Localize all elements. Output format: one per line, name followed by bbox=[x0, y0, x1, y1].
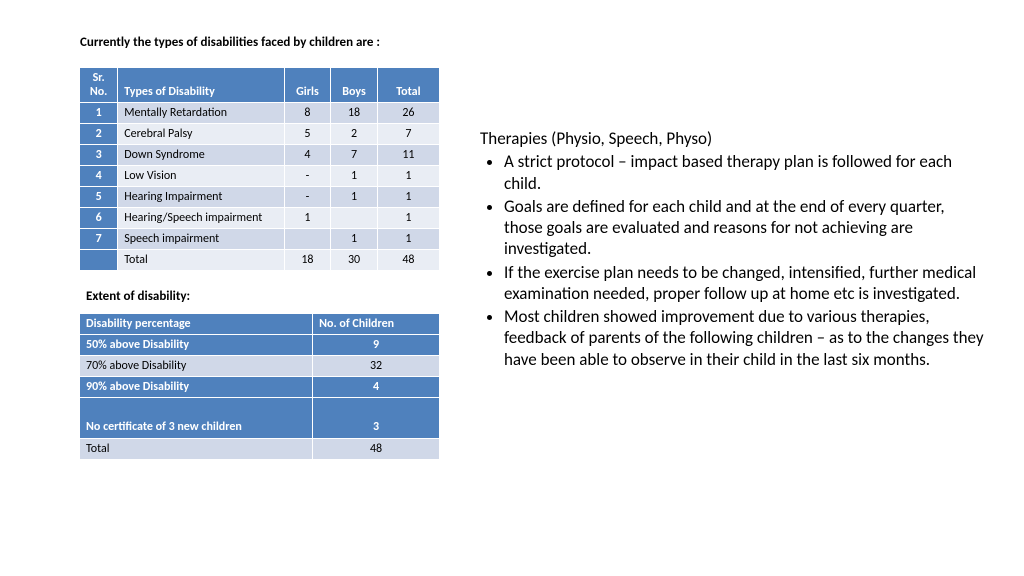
table-cell: 2 bbox=[331, 124, 378, 145]
table-cell: 2 bbox=[80, 124, 118, 145]
table-row: 70% above Disability32 bbox=[80, 356, 440, 377]
table-cell: 11 bbox=[377, 145, 439, 166]
table-cell: 5 bbox=[80, 187, 118, 208]
table-cell: 1 bbox=[377, 166, 439, 187]
col-sr-no: Sr. No. bbox=[80, 68, 118, 103]
table-cell: 5 bbox=[284, 124, 331, 145]
list-item: A strict protocol – impact based therapy… bbox=[504, 151, 984, 194]
table-cell: 32 bbox=[313, 356, 440, 377]
disability-extent-table: Disability percentage No. of Children 50… bbox=[80, 314, 440, 460]
table-cell: No certificate of 3 new children bbox=[80, 398, 313, 439]
table-header-row: Disability percentage No. of Children bbox=[80, 314, 440, 335]
table-cell: 48 bbox=[313, 439, 440, 460]
table-cell: 18 bbox=[331, 103, 378, 124]
table-cell: 6 bbox=[80, 208, 118, 229]
table-cell: 9 bbox=[313, 335, 440, 356]
table-cell: 70% above Disability bbox=[80, 356, 313, 377]
table-row: Total183048 bbox=[80, 250, 440, 271]
col-boys: Boys bbox=[331, 68, 378, 103]
table-row: 2Cerebral Palsy527 bbox=[80, 124, 440, 145]
table-cell: 7 bbox=[80, 229, 118, 250]
table-cell: 4 bbox=[80, 166, 118, 187]
col-children: No. of Children bbox=[313, 314, 440, 335]
table-cell bbox=[284, 229, 331, 250]
columns: Sr. No. Types of Disability Girls Boys T… bbox=[80, 68, 984, 460]
page-heading: Currently the types of disabilities face… bbox=[80, 35, 984, 50]
table-cell: 1 bbox=[377, 229, 439, 250]
col-total: Total bbox=[377, 68, 439, 103]
list-item: Most children showed improvement due to … bbox=[504, 306, 984, 370]
disability-types-table: Sr. No. Types of Disability Girls Boys T… bbox=[80, 68, 440, 271]
table-row: 7Speech impairment 11 bbox=[80, 229, 440, 250]
table-row: 1Mentally Retardation81826 bbox=[80, 103, 440, 124]
table-cell: Hearing/Speech impairment bbox=[118, 208, 284, 229]
table-cell: 1 bbox=[331, 187, 378, 208]
table-row: Total48 bbox=[80, 439, 440, 460]
table-cell: - bbox=[284, 187, 331, 208]
table-cell: 1 bbox=[80, 103, 118, 124]
table-cell: Total bbox=[80, 439, 313, 460]
table-cell: 50% above Disability bbox=[80, 335, 313, 356]
table-cell: 3 bbox=[80, 145, 118, 166]
table-cell: 1 bbox=[377, 187, 439, 208]
page: Currently the types of disabilities face… bbox=[0, 0, 1024, 576]
table-cell: 7 bbox=[377, 124, 439, 145]
table-row: 5Hearing Impairment-11 bbox=[80, 187, 440, 208]
table-cell: 48 bbox=[377, 250, 439, 271]
table-header-row: Sr. No. Types of Disability Girls Boys T… bbox=[80, 68, 440, 103]
table-cell: 30 bbox=[331, 250, 378, 271]
table-cell: 4 bbox=[284, 145, 331, 166]
therapies-title: Therapies (Physio, Speech, Physo) bbox=[480, 128, 984, 149]
table-cell bbox=[331, 208, 378, 229]
table-cell: 90% above Disability bbox=[80, 377, 313, 398]
table-cell: Total bbox=[118, 250, 284, 271]
table-row: 50% above Disability9 bbox=[80, 335, 440, 356]
table-cell: 18 bbox=[284, 250, 331, 271]
table-cell: 3 bbox=[313, 398, 440, 439]
list-item: If the exercise plan needs to be changed… bbox=[504, 262, 984, 305]
col-girls: Girls bbox=[284, 68, 331, 103]
table-cell: 1 bbox=[377, 208, 439, 229]
right-column: Therapies (Physio, Speech, Physo) A stri… bbox=[480, 68, 984, 460]
table-cell: - bbox=[284, 166, 331, 187]
table-cell: Down Syndrome bbox=[118, 145, 284, 166]
table-cell: Speech impairment bbox=[118, 229, 284, 250]
table-row: 3Down Syndrome4711 bbox=[80, 145, 440, 166]
table-row: 4Low Vision-11 bbox=[80, 166, 440, 187]
table-cell: Low Vision bbox=[118, 166, 284, 187]
table-cell: 4 bbox=[313, 377, 440, 398]
table-cell: Hearing Impairment bbox=[118, 187, 284, 208]
list-item: Goals are defined for each child and at … bbox=[504, 196, 984, 260]
table-row: 90% above Disability4 bbox=[80, 377, 440, 398]
left-column: Sr. No. Types of Disability Girls Boys T… bbox=[80, 68, 440, 460]
table-cell: Cerebral Palsy bbox=[118, 124, 284, 145]
table-cell bbox=[80, 250, 118, 271]
extent-subheading: Extent of disability: bbox=[86, 289, 440, 304]
table-cell: 7 bbox=[331, 145, 378, 166]
table-cell: 1 bbox=[331, 166, 378, 187]
therapies-list: A strict protocol – impact based therapy… bbox=[480, 151, 984, 370]
col-percentage: Disability percentage bbox=[80, 314, 313, 335]
col-type: Types of Disability bbox=[118, 68, 284, 103]
table-cell: 26 bbox=[377, 103, 439, 124]
table-row: No certificate of 3 new children3 bbox=[80, 398, 440, 439]
table-cell: 1 bbox=[284, 208, 331, 229]
table-cell: Mentally Retardation bbox=[118, 103, 284, 124]
table-cell: 1 bbox=[331, 229, 378, 250]
table-row: 6Hearing/Speech impairment11 bbox=[80, 208, 440, 229]
table-cell: 8 bbox=[284, 103, 331, 124]
